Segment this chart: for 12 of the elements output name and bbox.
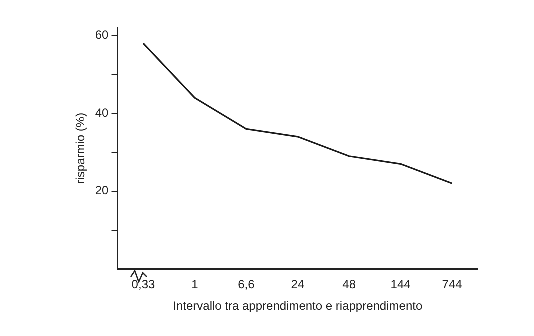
y-tick-label: 40 (95, 106, 110, 120)
y-tick-label: 20 (95, 184, 110, 198)
x-tick-label: 48 (342, 278, 356, 292)
x-tick-label: 1 (192, 278, 199, 292)
y-tick-label: 60 (95, 28, 110, 42)
x-tick-label: 6,6 (238, 278, 256, 292)
x-tick-label: 0,33 (132, 278, 156, 292)
y-axis-title: risparmio (%) (74, 112, 88, 184)
x-tick-label: 24 (291, 278, 305, 292)
x-tick-label: 744 (442, 278, 463, 292)
x-tick-label: 144 (390, 278, 412, 292)
x-axis-title: Intervallo tra apprendimento e riapprendimento (173, 299, 423, 314)
